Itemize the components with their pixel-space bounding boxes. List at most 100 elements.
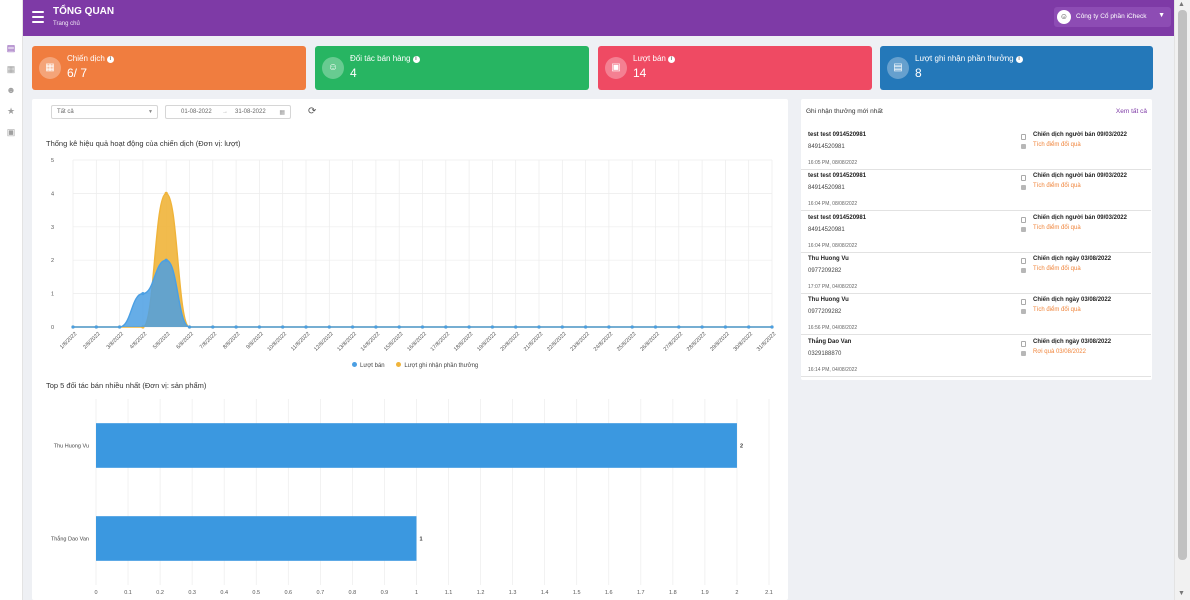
legend-item-sales[interactable]: Lượt bán — [352, 362, 385, 369]
data-point[interactable] — [327, 325, 331, 329]
grid-icon[interactable]: ▦ — [6, 64, 16, 74]
entry-campaign[interactable]: Chiến dịch ngày 03/08/2022 — [1033, 338, 1112, 345]
bar[interactable] — [96, 516, 417, 561]
data-point[interactable] — [770, 325, 774, 329]
stat-card[interactable]: ▦ Chiến dịch i 6/ 7 — [32, 46, 306, 90]
data-point[interactable] — [514, 325, 518, 329]
gift-icon[interactable]: ▣ — [6, 127, 16, 137]
reward-entry[interactable]: test test 0914520981 84914520981 16:05 PM,… — [801, 129, 1151, 170]
stat-label: Chiến dịch i — [67, 54, 114, 63]
data-point[interactable] — [653, 325, 658, 329]
x-tick-label: 7/8/2022 — [199, 331, 218, 350]
data-point[interactable] — [490, 325, 494, 329]
entry-campaign[interactable]: Chiến dịch người bán 09/03/2022 — [1033, 214, 1127, 221]
info-icon[interactable]: i — [412, 56, 420, 63]
data-point[interactable] — [397, 325, 401, 329]
x-tick-label: 24/8/2022 — [593, 331, 615, 353]
data-point[interactable] — [630, 325, 634, 329]
legend-item-rewards[interactable]: Lượt ghi nhận phần thưởng — [396, 362, 478, 369]
reward-entry[interactable]: Thu Huong Vu 0977209282 16:56 PM, 04/08/20… — [801, 294, 1151, 336]
data-point[interactable] — [560, 325, 564, 329]
info-icon[interactable]: i — [1015, 56, 1023, 63]
users-icon[interactable]: ☻ — [6, 85, 16, 95]
entry-name: test test 0914520981 — [808, 214, 867, 221]
reward-entry[interactable]: test test 0914520981 84914520981 16:04 PM,… — [801, 170, 1151, 212]
entry-campaign[interactable]: Chiến dịch người bán 09/03/2022 — [1033, 173, 1127, 180]
date-to[interactable]: 31-08-2022 — [235, 109, 266, 115]
filter-select-value: Tất cả — [57, 109, 74, 115]
refresh-icon[interactable]: ⟳ — [308, 106, 317, 117]
data-point[interactable] — [467, 325, 471, 329]
x-tick-label: 1/8/2022 — [59, 331, 78, 350]
data-point[interactable] — [723, 325, 728, 329]
breadcrumb[interactable]: Trang chủ — [53, 21, 80, 27]
entry-type: Rơi quà 03/08/2022 — [1033, 348, 1086, 355]
date-range-picker[interactable]: 01-08-2022 → 31-08-2022 ▦ — [165, 105, 291, 119]
entry-campaign[interactable]: Chiến dịch người bán 09/03/2022 — [1033, 132, 1127, 138]
data-point[interactable] — [141, 292, 145, 296]
data-point[interactable] — [281, 325, 285, 329]
data-point[interactable] — [351, 325, 355, 329]
stat-card[interactable]: ☺ Đối tác bán hàng i 4 — [315, 46, 589, 90]
data-point[interactable] — [211, 325, 215, 329]
chart-icon[interactable]: ▤ — [6, 43, 16, 53]
x-tick-label: 27/8/2022 — [663, 331, 685, 353]
scroll-down-icon[interactable]: ▼ — [1178, 590, 1185, 597]
data-point[interactable] — [444, 325, 448, 329]
data-point[interactable] — [118, 325, 122, 329]
page-scrollbar[interactable]: ▲ ▼ — [1174, 0, 1190, 600]
data-point[interactable] — [677, 325, 681, 329]
scroll-thumb[interactable] — [1178, 10, 1187, 560]
y-tick-label: 0 — [51, 325, 54, 331]
see-all-link[interactable]: Xem tất cả — [1115, 108, 1147, 115]
bar[interactable] — [96, 423, 737, 468]
x-tick-label: 13/8/2022 — [336, 331, 358, 353]
reward-entry[interactable]: Thắng Dao Van 0329188870 16:14 PM, 04/08/2… — [801, 336, 1151, 377]
entry-time: 16:05 PM, 08/08/2022 — [808, 160, 858, 166]
x-tick-label: 0.5 — [252, 590, 260, 596]
info-icon[interactable]: i — [667, 56, 675, 63]
campaign-filter-select[interactable]: Tất cả ▼ — [51, 105, 158, 119]
data-point[interactable] — [584, 325, 588, 329]
x-tick-label: 1.4 — [541, 590, 549, 596]
rewards-panel: Ghi nhận thưởng mới nhất Xem tất cả test… — [801, 99, 1152, 380]
entry-type: Tích điểm đổi quà — [1033, 265, 1081, 272]
data-point[interactable] — [94, 325, 98, 329]
data-point[interactable] — [187, 325, 192, 329]
data-point[interactable] — [700, 325, 704, 329]
entry-campaign[interactable]: Chiến dịch ngày 03/08/2022 — [1033, 255, 1112, 262]
data-point[interactable] — [747, 325, 751, 329]
menu-icon[interactable] — [32, 11, 44, 23]
entry-phone: 0977209282 — [808, 309, 842, 316]
date-from[interactable]: 01-08-2022 — [181, 109, 212, 115]
data-point[interactable] — [164, 258, 168, 262]
entry-campaign[interactable]: Chiến dịch ngày 03/08/2022 — [1033, 297, 1112, 304]
bar-value-label: 2 — [740, 444, 743, 450]
reward-entry[interactable]: Thu Huong Vu 0977209282 17:07 PM, 04/08/20… — [801, 253, 1151, 294]
company-menu[interactable]: ☺ Công ty Cổ phần iCheck ▼ — [1054, 7, 1171, 27]
data-point[interactable] — [374, 325, 378, 329]
entry-name: Thu Huong Vu — [808, 297, 849, 304]
info-icon[interactable]: i — [106, 56, 114, 63]
reward-entry[interactable]: test test 0914520981 84914520981 16:04 PM,… — [801, 212, 1151, 253]
data-point[interactable] — [304, 325, 308, 329]
data-point[interactable] — [420, 325, 425, 329]
entry-type: Tích điểm đổi quà — [1033, 183, 1081, 190]
x-tick-label: 18/8/2022 — [453, 331, 475, 353]
x-tick-label: 1.2 — [477, 590, 485, 596]
calendar-icon: ▦ — [279, 110, 285, 116]
stat-card[interactable]: ▤ Lượt ghi nhận phần thưởng i 8 — [880, 46, 1153, 90]
top-bar: TỔNG QUAN Trang chủ ☺ Công ty Cổ phần iC… — [23, 0, 1174, 36]
data-point[interactable] — [537, 325, 541, 329]
star-icon[interactable]: ★ — [6, 106, 16, 116]
data-point[interactable] — [257, 325, 261, 329]
data-point[interactable] — [234, 325, 238, 329]
stat-card[interactable]: ▣ Lượt bán i 14 — [598, 46, 872, 90]
data-point[interactable] — [71, 325, 75, 329]
x-tick-label: 28/8/2022 — [686, 331, 708, 353]
scroll-up-icon[interactable]: ▲ — [1178, 1, 1185, 8]
stat-label: Lượt ghi nhận phần thưởng i — [915, 54, 1023, 63]
data-point[interactable] — [607, 325, 611, 329]
x-tick-label: 9/8/2022 — [245, 331, 264, 350]
data-point[interactable] — [164, 191, 168, 195]
